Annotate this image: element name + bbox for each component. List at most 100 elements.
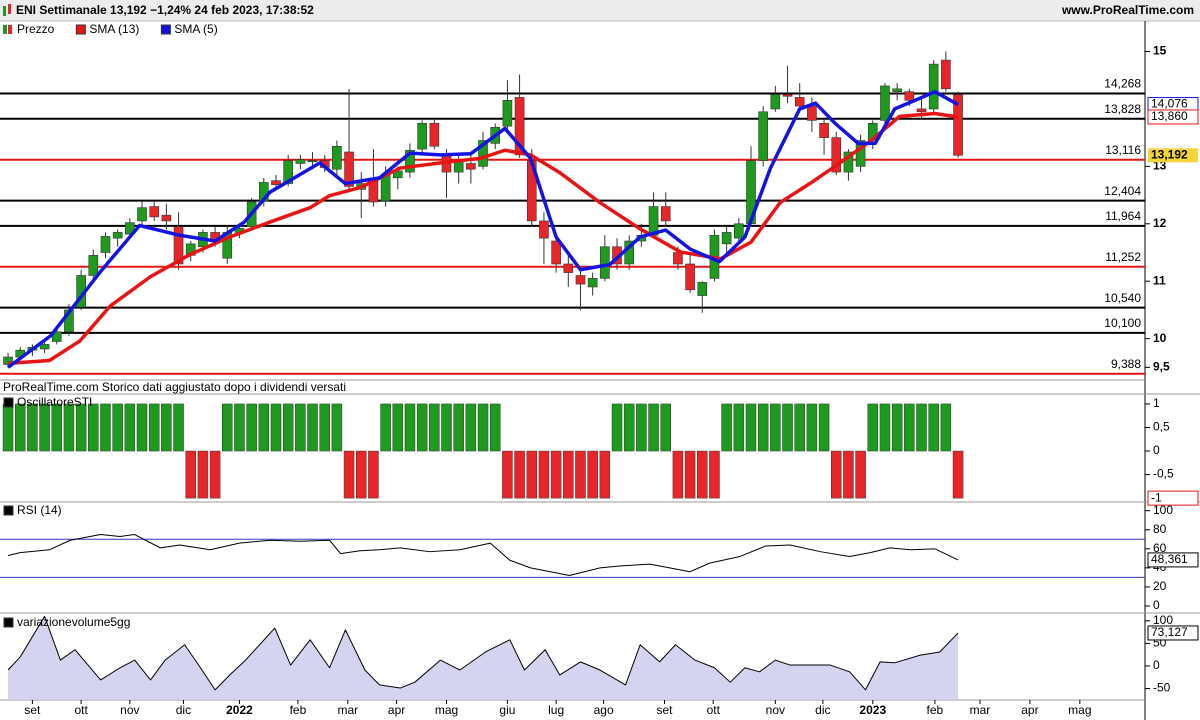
- oscillator-bar: [489, 403, 501, 452]
- oscillator-bar: [75, 403, 87, 452]
- oscillator-bar: [2, 403, 14, 452]
- candle-body: [478, 140, 488, 167]
- level-label: 12,404: [1104, 184, 1141, 198]
- oscillator-bar: [185, 450, 196, 499]
- candle-body: [295, 159, 306, 164]
- oscillator-bar: [209, 450, 221, 499]
- oscillator-bar: [563, 450, 574, 499]
- oscillator-bar: [39, 403, 50, 452]
- oscillator-bar: [636, 403, 647, 452]
- x-tick-label: mag: [1068, 703, 1091, 717]
- candle-body: [953, 94, 963, 156]
- candle-body: [575, 275, 586, 285]
- oscillator-bar: [246, 403, 257, 452]
- level-label: 13,828: [1104, 102, 1141, 116]
- oscillator-bar: [14, 403, 26, 452]
- candle-body: [51, 331, 62, 342]
- oscillator-bar: [319, 403, 330, 452]
- y-tick-label: 0: [1153, 658, 1160, 672]
- price-icon: [8, 4, 11, 14]
- y-tick-label: 10: [1153, 331, 1167, 345]
- legend-swatch: [3, 25, 7, 34]
- candle-body: [307, 160, 318, 163]
- oscillator-bar: [733, 403, 745, 452]
- oscillator-bar: [295, 403, 306, 452]
- oscillator-bar: [368, 450, 379, 499]
- oscillator-bar: [550, 450, 562, 499]
- level-label: 11,964: [1105, 209, 1141, 223]
- candle-body: [673, 252, 683, 265]
- candle-body: [880, 85, 890, 121]
- oscillator-bar: [599, 450, 611, 499]
- oscillator-bar: [587, 450, 598, 499]
- oscillator-bar: [794, 403, 805, 452]
- legend-swatch: [75, 24, 86, 35]
- oscillator-bar: [234, 403, 245, 452]
- oscillator-bar: [112, 403, 123, 452]
- y-tick-label: -50: [1153, 681, 1171, 695]
- oscillator-bar: [453, 403, 464, 452]
- candle-body: [928, 63, 939, 110]
- candle-body: [417, 122, 427, 150]
- source: www.ProRealTime.com: [1061, 3, 1194, 17]
- candle-body: [39, 344, 50, 350]
- oscillator-bar: [575, 450, 586, 499]
- price-icon: [3, 6, 6, 16]
- candle-body: [502, 100, 513, 127]
- oscillator-bar: [916, 403, 927, 452]
- y-tick-label: 80: [1153, 522, 1167, 536]
- level-label: 13,116: [1105, 143, 1141, 157]
- legend-swatch: [160, 24, 171, 35]
- candle-body: [88, 255, 99, 276]
- oscillator-bar: [88, 403, 99, 452]
- legend-swatch: [3, 505, 14, 516]
- candle-body: [125, 222, 135, 235]
- legend-label: RSI (14): [17, 503, 62, 517]
- last-value-box: [1147, 625, 1199, 641]
- candle-body: [283, 160, 293, 184]
- title-bar: [0, 0, 1200, 21]
- candle-body: [173, 226, 184, 265]
- candle-body: [770, 94, 781, 110]
- candle-body: [100, 236, 111, 253]
- oscillator-bar: [124, 403, 136, 452]
- legend-label: SMA (13): [89, 22, 139, 36]
- candle-body: [563, 263, 574, 273]
- y-tick-label: 1: [1153, 396, 1160, 410]
- oscillator-bar: [952, 450, 964, 499]
- candle-body: [734, 223, 744, 239]
- x-tick-label: giu: [499, 703, 515, 717]
- oscillator-bar: [757, 403, 769, 452]
- candle-body: [600, 246, 610, 279]
- y-tick-label: 9,5: [1153, 360, 1170, 374]
- oscillator-bar: [465, 403, 477, 452]
- oscillator-bar: [879, 403, 891, 452]
- candle-body: [587, 278, 598, 288]
- oscillator-bar: [502, 450, 513, 499]
- x-tick-label: 2022: [226, 703, 253, 717]
- oscillator-bar: [709, 450, 720, 499]
- last-value-box: [1147, 552, 1199, 568]
- candle-body: [697, 282, 708, 296]
- candle-body: [149, 206, 159, 218]
- oscillator-bar: [855, 450, 866, 499]
- oscillator-bar: [526, 450, 538, 499]
- sma-line: [7, 111, 959, 366]
- last-value-label: -1: [1151, 490, 1162, 504]
- oscillator-bar: [222, 403, 233, 452]
- last-value-box: [1148, 148, 1198, 163]
- candle-body: [332, 145, 342, 170]
- candle-body: [539, 220, 549, 239]
- y-tick-label: 0,5: [1153, 420, 1170, 434]
- oscillator-bar: [380, 403, 391, 452]
- x-tick-label: ott: [707, 703, 721, 717]
- candle-body: [660, 206, 671, 222]
- y-tick-label: -0,5: [1153, 467, 1174, 481]
- oscillator-bar: [392, 403, 404, 452]
- candle-body: [271, 180, 281, 186]
- last-value-label: 73,127: [1151, 625, 1188, 639]
- candle-body: [892, 88, 902, 92]
- oscillator-bar: [197, 450, 209, 499]
- last-value-box: [1147, 490, 1199, 506]
